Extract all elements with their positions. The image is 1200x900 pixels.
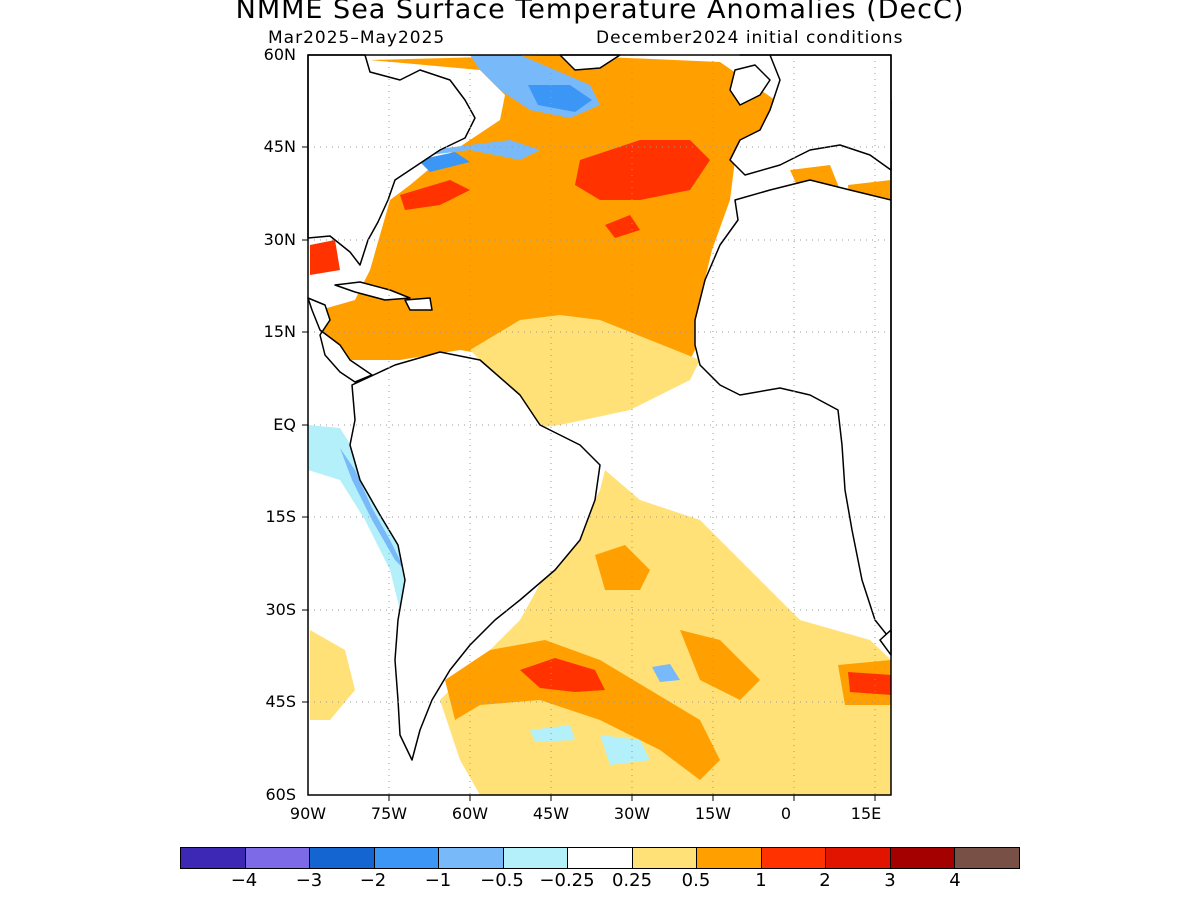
lat-label-30s: 30S <box>265 600 296 619</box>
colorbar-label-minus-0-5: −0.5 <box>480 870 524 891</box>
colorbar-swatch-4 <box>439 848 504 868</box>
colorbar-swatch-5 <box>503 848 569 868</box>
lat-label-45n: 45N <box>263 137 296 156</box>
anomaly-north-atlantic-warm <box>320 55 775 390</box>
anomaly-grand-banks-cool <box>400 140 540 175</box>
anomaly-south-atlantic-orange-patch <box>680 630 760 700</box>
lon-label-45w: 45W <box>532 804 570 823</box>
colorbar-label-3: 3 <box>884 870 896 891</box>
lon-label-60w: 60W <box>451 804 489 823</box>
lat-label-15s: 15S <box>265 507 296 526</box>
anomaly-gulf-stream-strong <box>400 180 470 210</box>
north-america-coast <box>307 54 476 266</box>
anomaly-central-north-atlantic-strong <box>575 140 710 200</box>
colorbar <box>180 847 1020 869</box>
lat-label-15n: 15N <box>263 322 296 341</box>
colorbar-swatch-8 <box>697 848 762 868</box>
central-america-coast <box>307 297 373 383</box>
colorbar-label-2: 2 <box>819 870 831 891</box>
axis-ticks <box>302 146 876 801</box>
anomaly-south-central-warm <box>595 545 650 590</box>
lon-label-30w: 30W <box>613 804 651 823</box>
anomaly-northwest-cold <box>418 152 470 172</box>
anomaly-tropical-weak-warm <box>470 315 700 428</box>
hispaniola-coast <box>404 297 433 311</box>
colorbar-swatch-3 <box>374 848 440 868</box>
anomaly-south-cool-spot <box>652 664 680 682</box>
south-america-coast <box>349 351 601 761</box>
lat-label-60s: 60S <box>265 785 296 804</box>
anomaly-peru-cool <box>340 448 405 570</box>
colorbar-swatch-7 <box>632 848 698 868</box>
colorbar-swatch-9 <box>761 848 827 868</box>
colorbar-swatch-11 <box>890 848 956 868</box>
anomaly-south-atlantic-weak-warm <box>440 470 891 795</box>
colorbar-label-minus-3: −3 <box>295 870 323 891</box>
cuba-coast <box>334 281 411 301</box>
map-frame <box>307 54 892 796</box>
lat-label-30n: 30N <box>263 230 296 249</box>
colorbar-label-minus-0-25: −0.25 <box>539 870 595 891</box>
africa-coast <box>694 99 892 641</box>
colorbar-swatch-0 <box>181 848 246 868</box>
anomaly-south-atlantic-strong <box>520 658 605 692</box>
colorbar-label-minus-1: −1 <box>424 870 452 891</box>
colorbar-label-1: 1 <box>755 870 767 891</box>
colorbar-label-minus-4: −4 <box>230 870 258 891</box>
anomaly-south-atlantic-warm <box>445 640 720 780</box>
colorbar-label-0-5: 0.5 <box>681 870 711 891</box>
anomaly-midlat-strong <box>605 215 640 238</box>
initial-conditions-label: December2024 initial conditions <box>596 28 904 48</box>
colorbar-swatch-2 <box>310 848 375 868</box>
europe-coast <box>729 54 892 176</box>
lon-label-75w: 75W <box>370 804 408 823</box>
anomaly-labrador-sea-cold <box>528 85 592 112</box>
colorbar-swatch-12 <box>955 848 1019 868</box>
anomaly-peru-weak-cool <box>308 425 410 610</box>
colorbar-swatch-6 <box>568 848 633 868</box>
lon-label-15w: 15W <box>694 804 732 823</box>
uk-coast <box>729 64 771 106</box>
anomaly-south-weak-cool-2 <box>600 735 650 765</box>
lon-label-90w: 90W <box>289 804 327 823</box>
anomaly-gulf-of-mexico-strong <box>310 240 340 275</box>
anomaly-south-weak-cool <box>530 725 575 742</box>
map-title: NMME Sea Surface Temperature Anomalies (… <box>235 0 965 25</box>
lat-label-eq: EQ <box>273 415 296 434</box>
colorbar-swatch-1 <box>245 848 311 868</box>
lon-label-15e: 15E <box>850 804 882 823</box>
colorbar-label-4: 4 <box>949 870 961 891</box>
colorbar-swatch-10 <box>826 848 891 868</box>
forecast-season: Mar2025–May2025 <box>268 28 446 48</box>
lon-label-0: 0 <box>780 804 792 823</box>
anomaly-southwest-weak-warm <box>310 630 355 720</box>
colorbar-label-0-25: 0.25 <box>611 870 653 891</box>
land-masses <box>307 54 892 761</box>
colorbar-label-minus-2: −2 <box>359 870 387 891</box>
anomaly-southeast-strong <box>848 672 891 695</box>
lat-label-60n: 60N <box>263 45 296 64</box>
lat-label-45s: 45S <box>265 692 296 711</box>
anomaly-shading <box>308 55 891 795</box>
